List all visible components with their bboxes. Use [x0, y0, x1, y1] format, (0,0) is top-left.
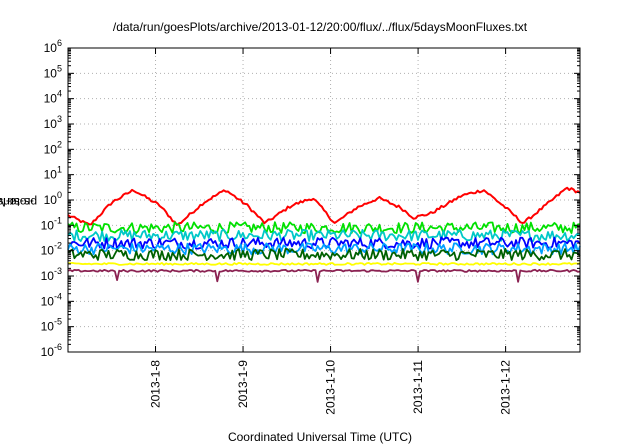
chart-title: /data/run/goesPlots/archive/2013-01-12/2…: [112, 20, 528, 34]
y-tick-label: 10-5: [41, 317, 62, 334]
y-tick-label: 10-4: [41, 291, 62, 308]
series-line: [67, 186, 581, 226]
series-layer: [67, 186, 581, 283]
y-tick-label: 101: [44, 165, 62, 182]
y-tick-label: 103: [44, 114, 62, 131]
series-line: [67, 268, 581, 283]
y-tick-label: 10-1: [41, 215, 62, 232]
series-line: [67, 247, 581, 262]
y-tick-label: 100: [44, 190, 62, 207]
x-tick-label: 2013-1-9: [236, 360, 250, 408]
x-tick-label: 2013-1-8: [149, 360, 163, 408]
series-line: [67, 261, 581, 266]
series-line: [67, 228, 581, 243]
y-tick-label: 10-6: [41, 342, 62, 359]
y-tick-label: 10-2: [41, 241, 62, 258]
tick-label-layer: 10-6 10-5 10-4 10-3 10-2 10-1 100 101 102 103 104 1…: [41, 38, 513, 415]
series-line: [67, 221, 581, 235]
x-axis-label: Coordinated Universal Time (UTC): [227, 430, 413, 444]
x-tick-label: 2013-1-11: [411, 360, 425, 414]
y-tick-label: 104: [44, 89, 62, 106]
series-line: [67, 242, 581, 256]
x-tick-label: 2013-1-10: [324, 360, 338, 415]
y-tick-label: 105: [44, 63, 62, 80]
x-tick-label: 2013-1-12: [499, 360, 513, 415]
y-tick-label: 102: [44, 139, 62, 156]
y-tick-label: 10-3: [41, 266, 62, 283]
tick-layer: [67, 47, 581, 353]
y-tick-label: 106: [44, 38, 62, 55]
grid-layer: [68, 48, 580, 352]
